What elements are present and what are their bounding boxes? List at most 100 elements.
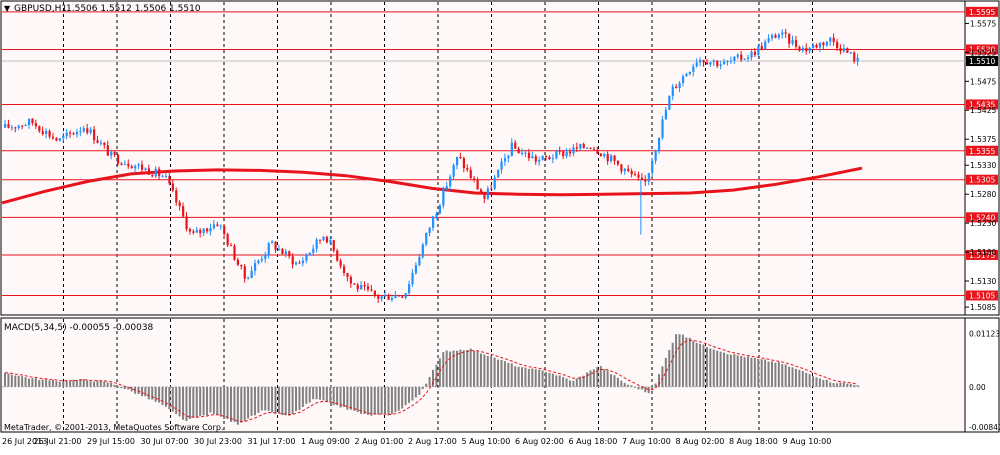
candle-body (315, 239, 318, 249)
macd-bar (497, 359, 500, 387)
candle-body (106, 145, 109, 156)
candle-body (147, 168, 151, 175)
candle-body (497, 169, 500, 178)
candle-body (89, 129, 92, 133)
macd-bar (75, 380, 78, 387)
macd-bar (606, 370, 609, 387)
macd-bar (733, 354, 736, 387)
candle-body (613, 155, 616, 161)
time-tick-label: 30 Jul 23:00 (194, 437, 242, 446)
macd-bar (394, 386, 397, 413)
macd-bar (812, 376, 815, 387)
macd-bar (719, 351, 722, 387)
price-pane-background (0, 0, 966, 316)
current-price-tag (966, 56, 998, 67)
macd-bar (178, 386, 181, 417)
macd-bar (264, 386, 267, 411)
macd-bar (640, 386, 643, 390)
candle-body (236, 259, 240, 265)
macd-bar (34, 378, 37, 387)
level-price-tag (966, 249, 998, 260)
macd-bar (243, 386, 246, 421)
macd-bar (10, 374, 13, 387)
macd-bar (65, 380, 68, 387)
macd-bar (226, 386, 229, 419)
symbol-dropdown-icon[interactable]: ▼ (4, 4, 11, 13)
macd-bar (647, 386, 650, 394)
candle-body (435, 213, 438, 217)
candle-body (856, 57, 859, 62)
candle-body (729, 60, 733, 62)
candle-body (185, 216, 188, 230)
candle-body (34, 123, 38, 127)
macd-bar (7, 373, 10, 387)
macd-bar (709, 348, 712, 387)
candle-body (10, 127, 14, 129)
candle-body (377, 295, 380, 299)
candle-body (336, 250, 339, 261)
macd-bar (45, 379, 48, 387)
candle-body (257, 260, 260, 264)
candle-body (740, 54, 743, 60)
time-tick-label: 2 Aug 01:00 (355, 437, 404, 446)
candle-body (592, 148, 596, 150)
candle-body (432, 216, 435, 228)
macd-bar (346, 386, 349, 410)
candle-body (65, 132, 68, 137)
macd-bar (596, 366, 599, 387)
macd-bar (373, 386, 376, 415)
candle-body (442, 188, 445, 206)
macd-bar (822, 379, 825, 387)
candle-body (69, 132, 72, 134)
candle-body (473, 178, 476, 180)
macd-bar (17, 375, 20, 387)
level-price-label: 1.5105 (969, 291, 995, 300)
macd-bar (623, 382, 626, 387)
candle-body (401, 296, 404, 298)
candle-body (733, 56, 736, 61)
candle-body (510, 142, 513, 156)
candle-body (356, 284, 359, 290)
macd-bar (27, 378, 30, 387)
candles (4, 28, 859, 304)
candle-body (770, 35, 774, 39)
candle-body (562, 151, 565, 157)
candle-body (685, 74, 688, 77)
time-tick-label: 6 Aug 18:00 (569, 437, 618, 446)
macd-bar (784, 364, 787, 387)
candle-body (202, 228, 205, 234)
macd-bar (466, 349, 469, 387)
candle-body (630, 170, 633, 175)
candle-body (678, 82, 681, 89)
macd-bar (579, 376, 582, 387)
macd-bar (233, 386, 236, 422)
macd-bar (281, 386, 284, 416)
candle-body (151, 174, 154, 177)
macd-bar (791, 367, 794, 387)
candle-body (846, 48, 849, 53)
candle-body (123, 163, 127, 165)
candle-body (264, 254, 267, 259)
candle-body (219, 225, 222, 227)
candle-body (322, 236, 325, 241)
macd-bar (788, 366, 791, 387)
macd-bar (442, 352, 445, 387)
candle-body (45, 130, 48, 134)
macd-bar (692, 340, 695, 387)
macd-bar (209, 386, 212, 413)
candle-body (380, 296, 383, 299)
macd-bar (760, 359, 763, 387)
candle-body (247, 277, 250, 279)
candle-body (716, 60, 719, 66)
candle-body (527, 152, 531, 159)
candle-body (675, 86, 678, 89)
candle-body (750, 51, 753, 58)
macd-bar (418, 386, 421, 395)
macd-bar (829, 382, 832, 387)
time-tick-label: 9 Aug 10:00 (783, 437, 832, 446)
macd-bar (582, 375, 585, 387)
macd-bar (421, 386, 424, 390)
macd-bar (158, 386, 161, 403)
